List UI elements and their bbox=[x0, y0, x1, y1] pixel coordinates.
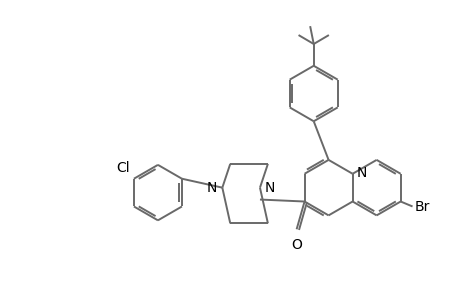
Text: Br: Br bbox=[414, 200, 429, 214]
Text: Cl: Cl bbox=[116, 161, 129, 175]
Text: N: N bbox=[356, 166, 366, 180]
Text: N: N bbox=[207, 181, 217, 195]
Text: N: N bbox=[264, 181, 274, 195]
Text: O: O bbox=[291, 238, 302, 252]
